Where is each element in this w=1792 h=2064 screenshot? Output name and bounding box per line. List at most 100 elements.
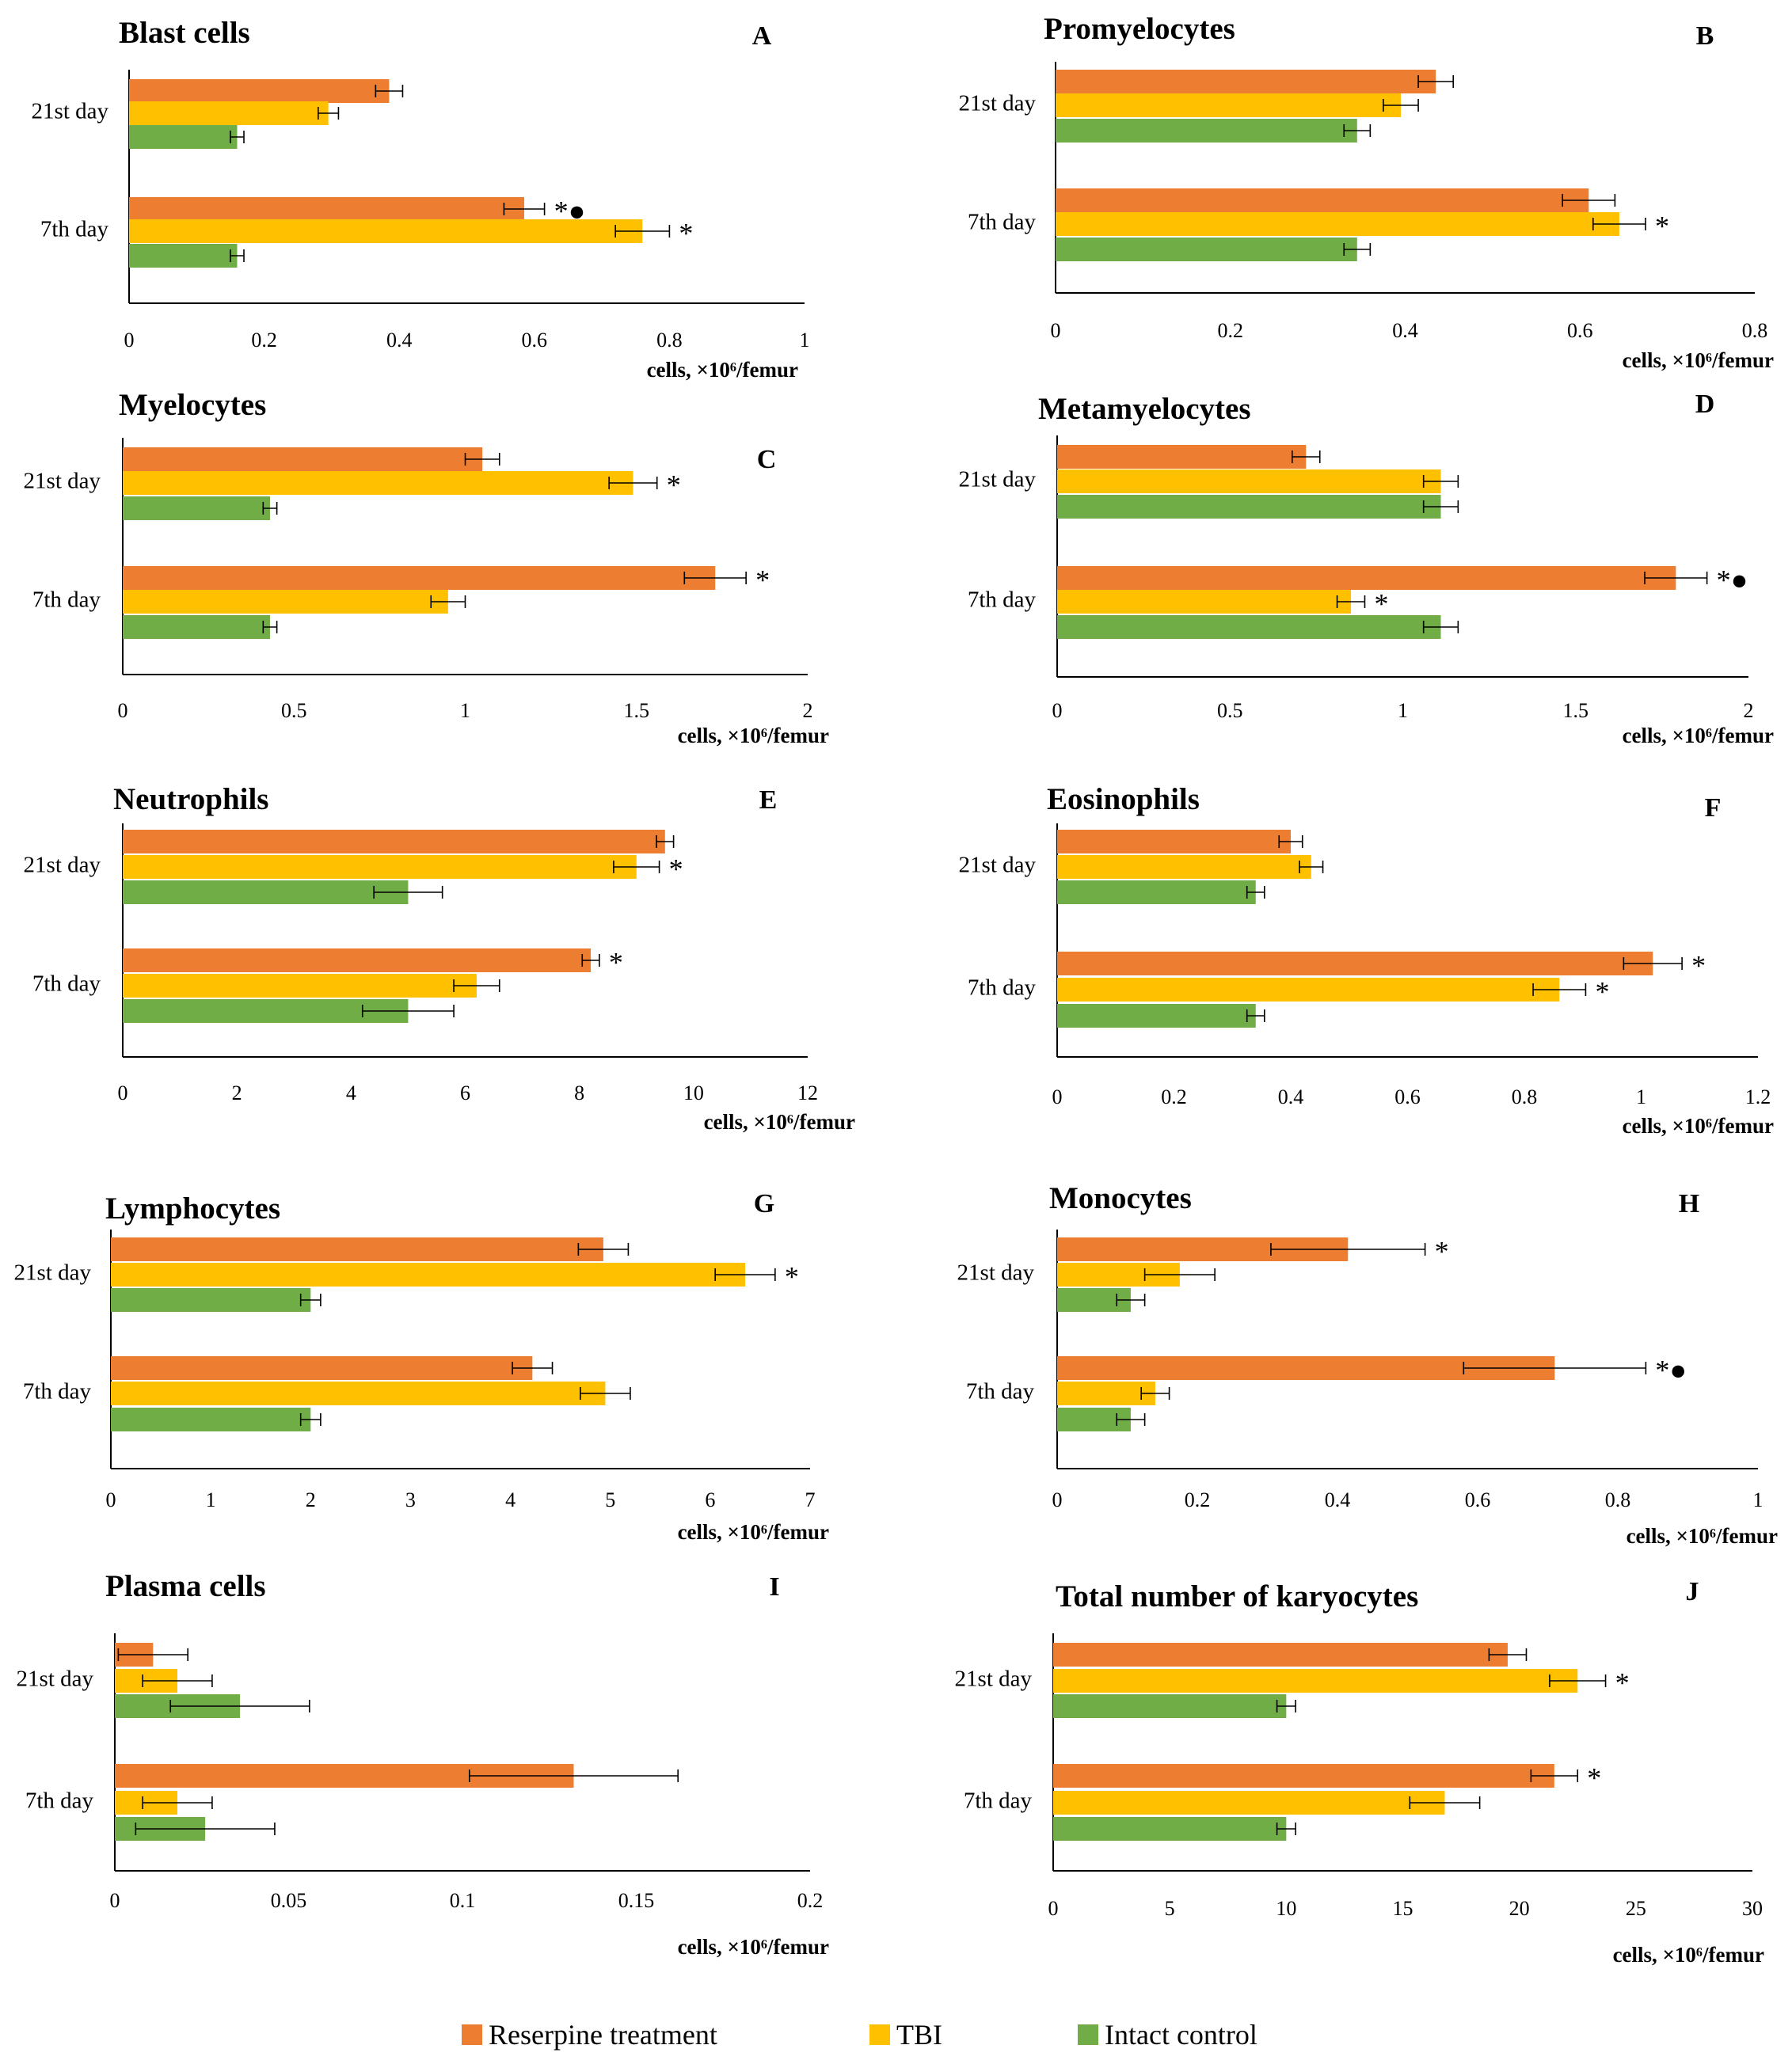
- x-tick-label: 0: [106, 1488, 116, 1511]
- panel-title: Plasma cells: [105, 1569, 266, 1603]
- x-tick-label: 0: [1052, 1488, 1063, 1511]
- category-label: 21st day: [959, 467, 1037, 492]
- chart-panel-b: Promyelocytes B 0 0.2 0.4 0.6 0.8 cells, ×10⁶/f…: [959, 12, 1774, 372]
- panel-letter: E: [759, 785, 778, 815]
- panel-title: Neutrophils: [113, 782, 269, 816]
- bar: [123, 471, 633, 495]
- bar: [1057, 952, 1653, 975]
- x-tick-label: 0.5: [281, 699, 307, 722]
- x-tick-label: 30: [1742, 1897, 1763, 1920]
- significance-mark: *: [667, 469, 681, 500]
- panel-title: Promyelocytes: [1044, 12, 1235, 46]
- category-label: 21st day: [17, 1667, 94, 1692]
- bar: [111, 1288, 311, 1312]
- x-tick-label: 0.1: [450, 1889, 476, 1912]
- x-axis-title: cells, ×10⁶/femur: [1623, 724, 1774, 747]
- bar: [1056, 119, 1357, 143]
- x-tick-label: 0.6: [1567, 319, 1593, 342]
- legend-label-intact: Intact control: [1105, 2019, 1257, 2051]
- x-tick-label: 0.2: [797, 1889, 824, 1912]
- significance-mark: *: [785, 1260, 799, 1292]
- bar: [1056, 188, 1589, 212]
- panel-letter: A: [752, 21, 772, 51]
- x-tick-label: 8: [574, 1081, 584, 1104]
- x-tick-label: 1.5: [624, 699, 650, 722]
- x-tick-label: 0.8: [1742, 319, 1768, 342]
- legend-swatch-tbi: [869, 2024, 890, 2045]
- significance-mark: *: [1587, 1762, 1601, 1793]
- bar: [1056, 212, 1619, 236]
- x-tick-label: 0.8: [1512, 1085, 1538, 1108]
- x-tick-label: 0: [1048, 1897, 1059, 1920]
- x-tick-label: 5: [605, 1488, 615, 1511]
- legend-swatch-reserpine: [462, 2024, 482, 2045]
- bar: [129, 79, 390, 103]
- x-axis-title: cells, ×10⁶/femur: [678, 724, 829, 747]
- bar: [1053, 1791, 1445, 1815]
- category-label: 21st day: [959, 853, 1037, 878]
- bar: [1057, 830, 1291, 853]
- x-tick-label: 0.2: [1218, 319, 1244, 342]
- x-tick-label: 0.15: [618, 1889, 655, 1912]
- category-label: 7th day: [32, 971, 101, 997]
- bar: [111, 1237, 603, 1261]
- x-tick-label: 0: [118, 1081, 128, 1104]
- category-label: 7th day: [25, 1788, 94, 1814]
- x-tick-label: 1: [1753, 1488, 1763, 1511]
- x-axis-title: cells, ×10⁶/femur: [647, 358, 798, 382]
- panel-title: Eosinophils: [1047, 782, 1200, 816]
- x-tick-label: 1.2: [1745, 1085, 1771, 1108]
- x-tick-label: 0: [110, 1889, 120, 1912]
- panel-letter: D: [1695, 390, 1715, 419]
- significance-mark: *: [609, 946, 623, 978]
- x-tick-label: 4: [505, 1488, 516, 1511]
- category-label: 7th day: [964, 1788, 1033, 1814]
- bar: [1057, 566, 1676, 590]
- x-tick-label: 1.5: [1563, 699, 1589, 722]
- bar: [123, 566, 716, 590]
- significance-mark: *: [1374, 587, 1388, 619]
- chart-panel-e: Neutrophils E 0 2 4 6 8 10 12 cells, ×10⁶/femur 21…: [24, 782, 855, 1134]
- x-axis-title: cells, ×10⁶/femur: [1623, 1114, 1774, 1138]
- x-tick-label: 2: [1744, 699, 1754, 722]
- x-tick-label: 5: [1165, 1897, 1175, 1920]
- bar: [1057, 445, 1307, 469]
- bar: [123, 615, 270, 639]
- x-tick-label: 0.2: [251, 329, 277, 352]
- x-tick-label: 0.2: [1161, 1085, 1187, 1108]
- panel-title: Total number of karyocytes: [1056, 1579, 1418, 1614]
- x-tick-label: 0.6: [522, 329, 548, 352]
- bar: [123, 948, 592, 972]
- bar: [1057, 469, 1441, 493]
- panel-letter: C: [757, 445, 777, 474]
- x-axis-title: cells, ×10⁶/femur: [678, 1935, 829, 1959]
- legend-swatch-intact: [1078, 2024, 1098, 2045]
- panel-letter: G: [754, 1189, 774, 1218]
- significance-mark: *: [679, 217, 693, 249]
- x-tick-label: 10: [1276, 1897, 1296, 1920]
- x-tick-label: 20: [1509, 1897, 1530, 1920]
- x-tick-label: 7: [805, 1488, 816, 1511]
- significance-mark: *●: [1717, 564, 1748, 595]
- x-tick-label: 0: [124, 329, 135, 352]
- x-axis-title: cells, ×10⁶/femur: [1626, 1524, 1778, 1548]
- x-tick-label: 1: [206, 1488, 216, 1511]
- panel-letter: J: [1686, 1577, 1699, 1606]
- bar: [123, 974, 477, 998]
- x-tick-label: 15: [1393, 1897, 1413, 1920]
- x-axis-title: cells, ×10⁶/femur: [704, 1110, 855, 1134]
- x-tick-label: 2: [803, 699, 813, 722]
- bar: [111, 1382, 606, 1405]
- panel-letter: F: [1705, 793, 1722, 823]
- panel-title: Metamyelocytes: [1038, 392, 1251, 426]
- bar: [1057, 1382, 1155, 1405]
- x-tick-label: 0.4: [1278, 1085, 1304, 1108]
- bar: [1057, 590, 1352, 614]
- x-tick-label: 2: [306, 1488, 316, 1511]
- bar: [1057, 615, 1441, 639]
- x-tick-label: 1: [460, 699, 470, 722]
- bar: [1057, 880, 1256, 904]
